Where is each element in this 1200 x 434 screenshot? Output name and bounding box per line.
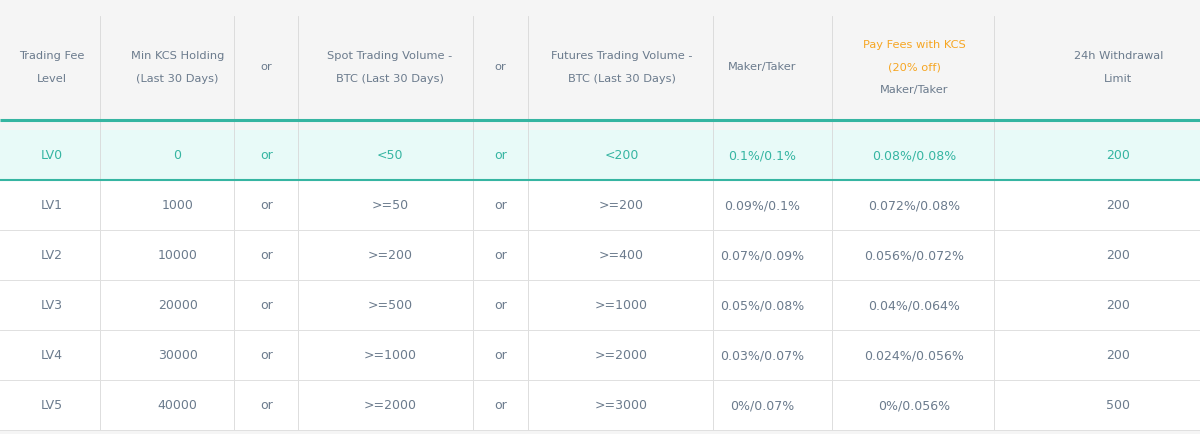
Text: or: or (260, 299, 272, 311)
Text: or: or (494, 149, 506, 161)
Text: LV2: LV2 (41, 249, 62, 261)
Text: or: or (260, 398, 272, 411)
Text: LV1: LV1 (41, 199, 62, 211)
Text: 0.08%/0.08%: 0.08%/0.08% (872, 149, 956, 161)
Text: or: or (494, 398, 506, 411)
Bar (0, 17, 1200, 117)
Text: or: or (260, 62, 272, 72)
Text: BTC (Last 30 Days): BTC (Last 30 Days) (336, 74, 444, 83)
Text: >=50: >=50 (372, 199, 408, 211)
Text: <200: <200 (605, 149, 638, 161)
Text: Spot Trading Volume -: Spot Trading Volume - (328, 51, 452, 61)
Text: 0: 0 (174, 149, 181, 161)
Text: 200: 200 (1106, 349, 1130, 361)
Text: 200: 200 (1106, 149, 1130, 161)
Bar (0, 380, 1200, 430)
Text: 200: 200 (1106, 199, 1130, 211)
Text: 40000: 40000 (157, 398, 198, 411)
Text: or: or (494, 62, 506, 72)
Text: Level: Level (36, 74, 67, 83)
Text: LV4: LV4 (41, 349, 62, 361)
Text: 0.04%/0.064%: 0.04%/0.064% (869, 299, 960, 311)
Text: or: or (494, 349, 506, 361)
Text: or: or (260, 349, 272, 361)
Text: >=1000: >=1000 (364, 349, 416, 361)
Text: 1000: 1000 (162, 199, 193, 211)
Text: >=500: >=500 (367, 299, 413, 311)
Text: Min KCS Holding: Min KCS Holding (131, 51, 224, 61)
Text: 0.03%/0.07%: 0.03%/0.07% (720, 349, 804, 361)
Text: (20% off): (20% off) (888, 62, 941, 72)
Bar (0, 130, 1200, 180)
Text: 200: 200 (1106, 249, 1130, 261)
Text: or: or (260, 149, 272, 161)
Text: Trading Fee: Trading Fee (19, 51, 84, 61)
Text: >=400: >=400 (599, 249, 644, 261)
Text: LV5: LV5 (41, 398, 62, 411)
Text: 0.072%/0.08%: 0.072%/0.08% (869, 199, 960, 211)
Text: (Last 30 Days): (Last 30 Days) (137, 74, 218, 83)
Text: 10000: 10000 (157, 249, 198, 261)
Text: >=3000: >=3000 (595, 398, 648, 411)
Text: or: or (494, 299, 506, 311)
Text: >=200: >=200 (367, 249, 413, 261)
Text: 0.056%/0.072%: 0.056%/0.072% (864, 249, 965, 261)
Text: 0.1%/0.1%: 0.1%/0.1% (728, 149, 796, 161)
Text: >=1000: >=1000 (595, 299, 648, 311)
Text: 500: 500 (1106, 398, 1130, 411)
Text: or: or (494, 249, 506, 261)
Text: Limit: Limit (1104, 74, 1133, 83)
Text: Futures Trading Volume -: Futures Trading Volume - (551, 51, 692, 61)
Text: or: or (260, 199, 272, 211)
Text: LV3: LV3 (41, 299, 62, 311)
Bar (0, 230, 1200, 280)
Text: Pay Fees with KCS: Pay Fees with KCS (863, 40, 966, 49)
Text: 0.09%/0.1%: 0.09%/0.1% (724, 199, 800, 211)
Text: <50: <50 (377, 149, 403, 161)
Text: 0%/0.056%: 0%/0.056% (878, 398, 950, 411)
Text: LV0: LV0 (41, 149, 62, 161)
Text: BTC (Last 30 Days): BTC (Last 30 Days) (568, 74, 676, 83)
Text: >=200: >=200 (599, 199, 644, 211)
Text: 0%/0.07%: 0%/0.07% (730, 398, 794, 411)
Text: or: or (260, 249, 272, 261)
Text: or: or (494, 199, 506, 211)
Bar (0, 180, 1200, 230)
Bar (0, 330, 1200, 380)
Bar (0, 280, 1200, 330)
Text: 30000: 30000 (157, 349, 198, 361)
Text: 200: 200 (1106, 299, 1130, 311)
Text: >=2000: >=2000 (595, 349, 648, 361)
Text: 24h Withdrawal: 24h Withdrawal (1074, 51, 1163, 61)
Bar (0, 130, 1200, 430)
Text: 0.024%/0.056%: 0.024%/0.056% (864, 349, 965, 361)
Text: 0.05%/0.08%: 0.05%/0.08% (720, 299, 804, 311)
Text: 20000: 20000 (157, 299, 198, 311)
Text: Maker/Taker: Maker/Taker (880, 85, 949, 95)
Text: >=2000: >=2000 (364, 398, 416, 411)
Text: 0.07%/0.09%: 0.07%/0.09% (720, 249, 804, 261)
Text: Maker/Taker: Maker/Taker (727, 62, 797, 72)
